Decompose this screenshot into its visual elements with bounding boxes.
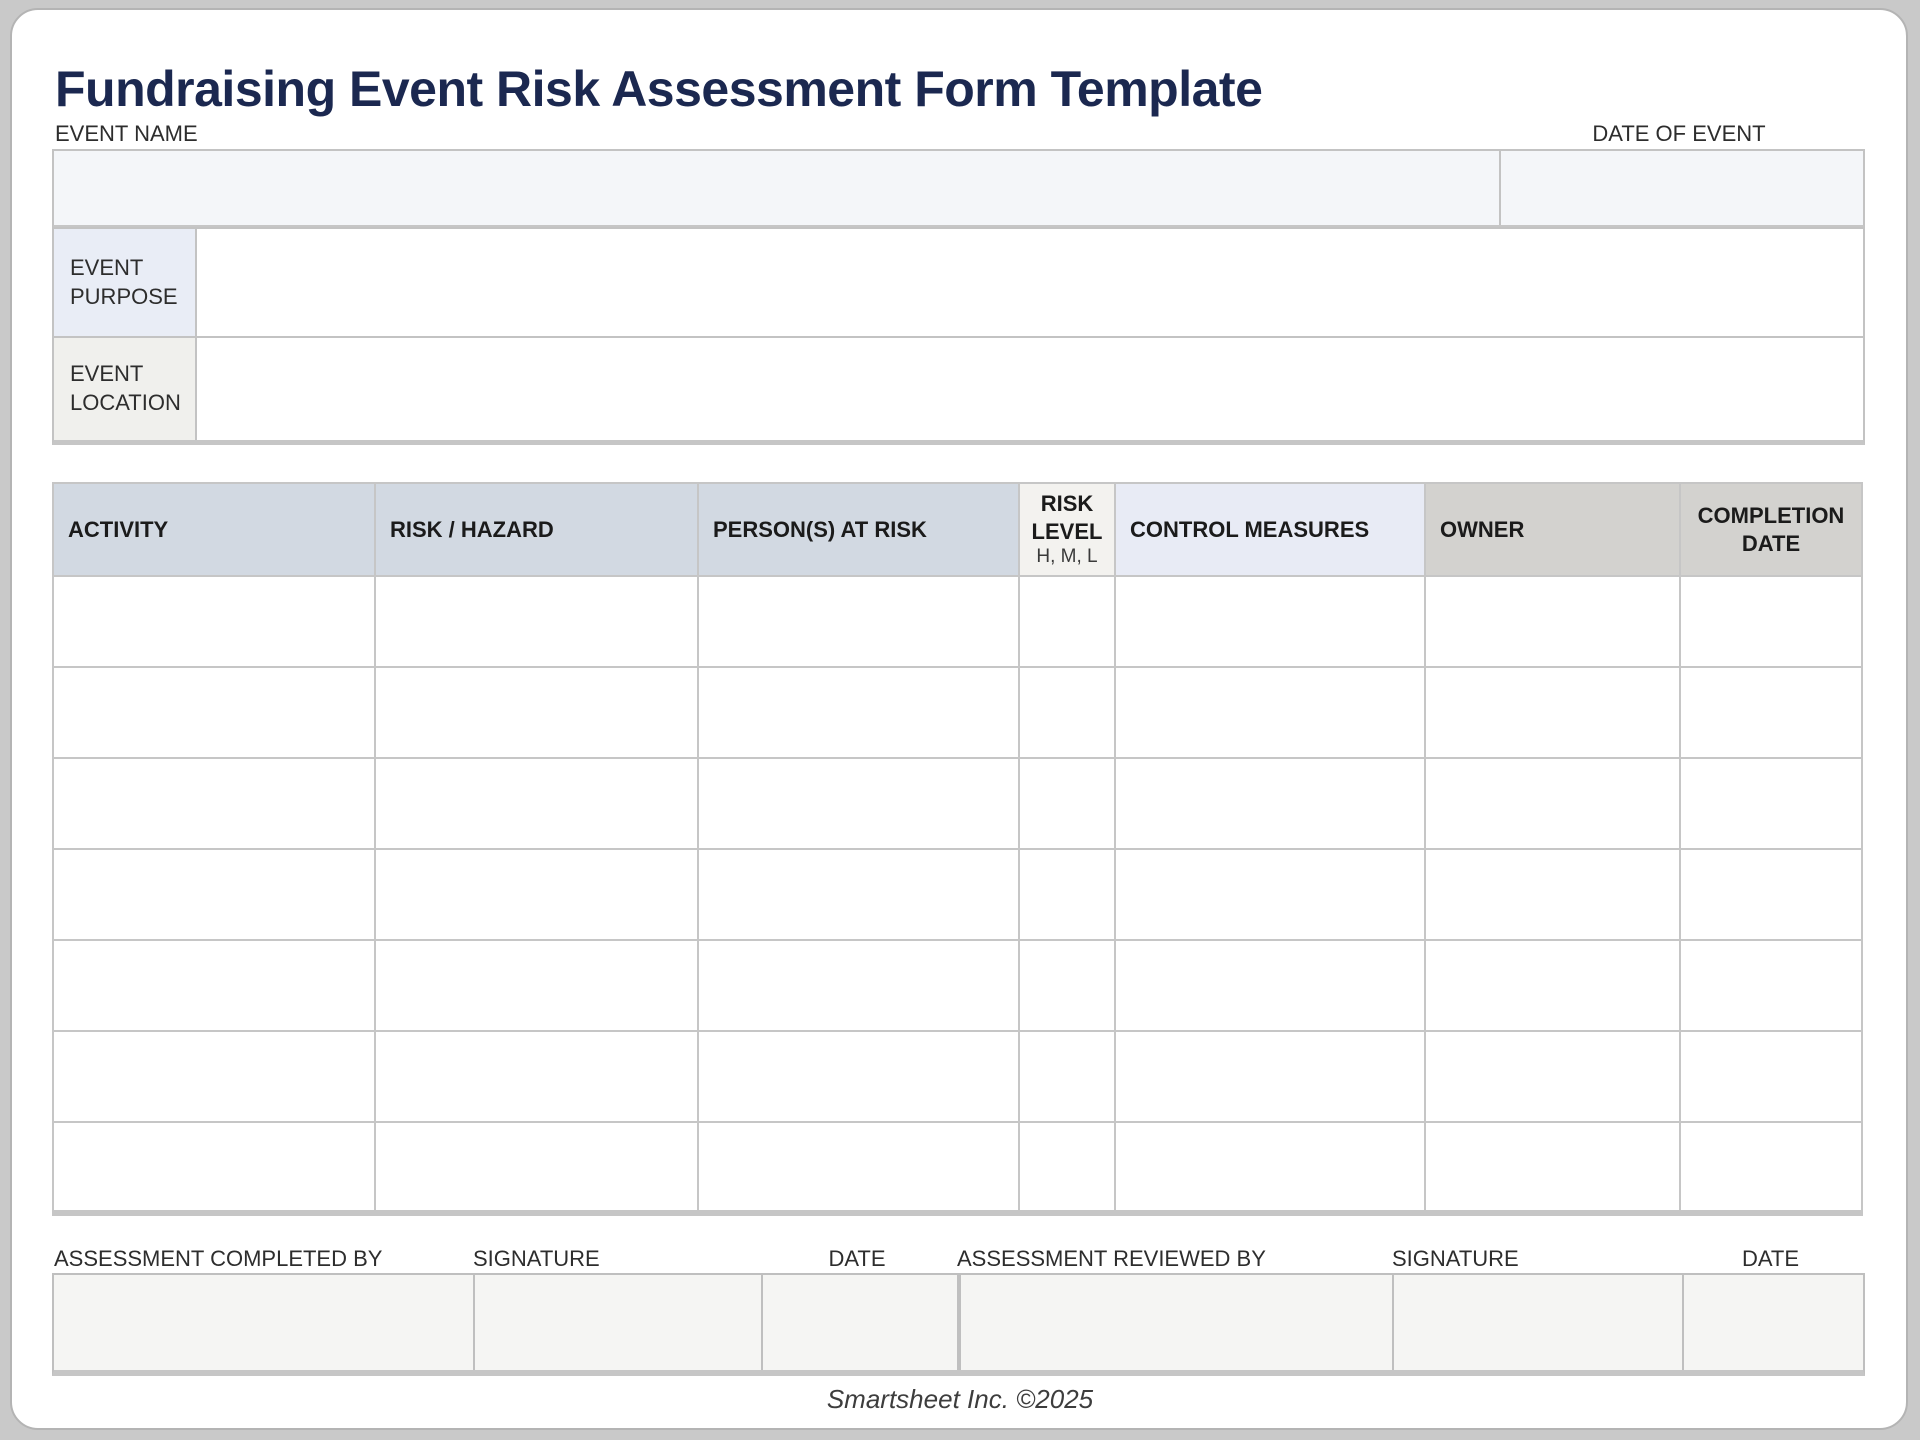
footer-copyright: Smartsheet Inc. ©2025 <box>826 1384 1094 1414</box>
column-header-owner: OWNER <box>1424 482 1681 577</box>
date-field[interactable] <box>1682 1275 1863 1370</box>
signature-label: SIGNATURE <box>1392 1246 1519 1271</box>
table-cell[interactable] <box>1114 575 1426 668</box>
table-cell[interactable] <box>697 575 1020 668</box>
column-header-completion-date: COMPLETION DATE <box>1679 482 1863 577</box>
table-cell[interactable] <box>697 666 1020 759</box>
risk-level-title: RISK LEVEL <box>1031 491 1103 544</box>
event-details-table: EVENT PURPOSE EVENT LOCATION <box>52 227 1865 445</box>
signature-field[interactable] <box>473 1275 761 1370</box>
column-header-persons-at-risk: PERSON(S) AT RISK <box>697 482 1020 577</box>
table-cell[interactable] <box>374 939 699 1032</box>
assessment-reviewed-by-field[interactable] <box>957 1275 1392 1370</box>
table-cell[interactable] <box>1679 1030 1863 1123</box>
table-row <box>52 666 1863 759</box>
table-cell[interactable] <box>52 575 376 668</box>
table-cell[interactable] <box>1114 757 1426 850</box>
table-cell[interactable] <box>52 666 376 759</box>
table-cell[interactable] <box>697 757 1020 850</box>
assessment-completed-by-field[interactable] <box>54 1275 473 1370</box>
table-cell[interactable] <box>1018 939 1116 1032</box>
date-field[interactable] <box>761 1275 957 1370</box>
top-input-row <box>52 149 1865 230</box>
table-cell[interactable] <box>52 757 376 850</box>
table-row <box>52 1030 1863 1123</box>
table-cell[interactable] <box>697 848 1020 941</box>
table-cell[interactable] <box>1114 939 1426 1032</box>
table-cell[interactable] <box>1424 575 1681 668</box>
table-cell[interactable] <box>374 575 699 668</box>
event-purpose-row: EVENT PURPOSE <box>54 229 1863 336</box>
risk-table-body <box>52 575 1863 1214</box>
table-cell[interactable] <box>1424 757 1681 850</box>
table-cell[interactable] <box>1679 1121 1863 1214</box>
table-cell[interactable] <box>1114 666 1426 759</box>
table-cell[interactable] <box>1018 666 1116 759</box>
event-location-field[interactable] <box>197 338 1863 440</box>
column-header-risk-level: RISK LEVEL H, M, L <box>1018 482 1116 577</box>
table-cell[interactable] <box>374 1121 699 1214</box>
event-location-row: EVENT LOCATION <box>54 336 1863 440</box>
table-cell[interactable] <box>1679 575 1863 668</box>
table-cell[interactable] <box>1679 757 1863 850</box>
signoff-labels: ASSESSMENT COMPLETED BY SIGNATURE DATE A… <box>52 1246 1861 1272</box>
table-cell[interactable] <box>1114 848 1426 941</box>
date-label: DATE <box>828 1246 886 1271</box>
table-cell[interactable] <box>1679 939 1863 1032</box>
signoff-input-row <box>52 1273 1865 1376</box>
table-row <box>52 939 1863 1032</box>
table-cell[interactable] <box>1424 939 1681 1032</box>
table-cell[interactable] <box>1424 666 1681 759</box>
table-cell[interactable] <box>52 939 376 1032</box>
table-cell[interactable] <box>1679 848 1863 941</box>
event-location-label: EVENT LOCATION <box>54 338 197 440</box>
table-cell[interactable] <box>1018 575 1116 668</box>
table-cell[interactable] <box>1424 1030 1681 1123</box>
table-row <box>52 848 1863 941</box>
risk-level-scale: H, M, L <box>1036 546 1098 568</box>
signature-label: SIGNATURE <box>473 1246 600 1271</box>
assessment-completed-by-label: ASSESSMENT COMPLETED BY <box>54 1246 383 1271</box>
table-cell[interactable] <box>697 1121 1020 1214</box>
column-header-activity: ACTIVITY <box>52 482 376 577</box>
table-cell[interactable] <box>1018 1121 1116 1214</box>
signature-field[interactable] <box>1392 1275 1682 1370</box>
risk-assessment-table: ACTIVITY RISK / HAZARD PERSON(S) AT RISK… <box>52 482 1863 1216</box>
table-cell[interactable] <box>374 757 699 850</box>
date-of-event-field[interactable] <box>1499 151 1863 225</box>
event-name-field[interactable] <box>54 151 1499 225</box>
table-cell[interactable] <box>1424 848 1681 941</box>
event-purpose-field[interactable] <box>197 229 1863 336</box>
table-row <box>52 757 1863 850</box>
risk-table-header: ACTIVITY RISK / HAZARD PERSON(S) AT RISK… <box>52 482 1863 577</box>
table-cell[interactable] <box>1018 848 1116 941</box>
event-name-label: EVENT NAME <box>55 121 198 146</box>
assessment-reviewed-by-label: ASSESSMENT REVIEWED BY <box>957 1246 1266 1271</box>
date-label: DATE <box>1741 1246 1800 1271</box>
column-header-control-measures: CONTROL MEASURES <box>1114 482 1426 577</box>
table-cell[interactable] <box>1114 1121 1426 1214</box>
table-cell[interactable] <box>52 848 376 941</box>
event-purpose-label: EVENT PURPOSE <box>54 229 197 336</box>
table-cell[interactable] <box>1018 757 1116 850</box>
table-cell[interactable] <box>1679 666 1863 759</box>
column-header-risk-hazard: RISK / HAZARD <box>374 482 699 577</box>
table-cell[interactable] <box>1018 1030 1116 1123</box>
table-cell[interactable] <box>52 1121 376 1214</box>
table-cell[interactable] <box>697 1030 1020 1123</box>
table-cell[interactable] <box>1424 1121 1681 1214</box>
date-of-event-label: DATE OF EVENT <box>1592 121 1766 146</box>
page-title: Fundraising Event Risk Assessment Form T… <box>55 60 1263 117</box>
table-row <box>52 1121 1863 1214</box>
table-cell[interactable] <box>374 1030 699 1123</box>
table-cell[interactable] <box>374 666 699 759</box>
table-cell[interactable] <box>52 1030 376 1123</box>
table-cell[interactable] <box>697 939 1020 1032</box>
table-row <box>52 575 1863 668</box>
table-cell[interactable] <box>1114 1030 1426 1123</box>
table-cell[interactable] <box>374 848 699 941</box>
